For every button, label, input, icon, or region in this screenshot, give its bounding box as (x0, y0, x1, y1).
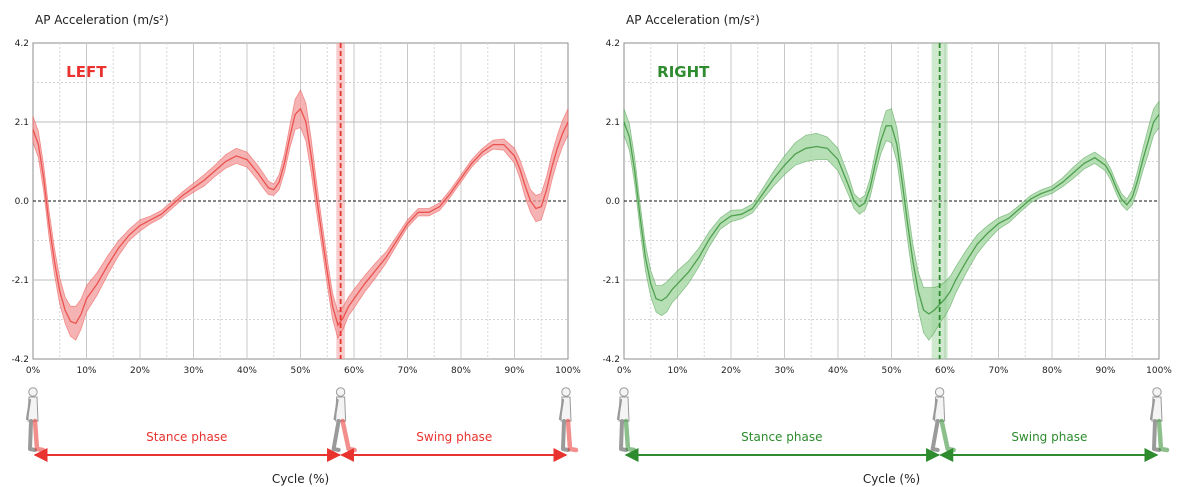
walker-icon-end-head (1152, 387, 1162, 397)
x-tick-label: 90% (504, 366, 524, 376)
walker-icon-end (1149, 387, 1170, 453)
x-tick-label: 100% (1146, 366, 1172, 376)
x-tick-label: 40% (237, 366, 257, 376)
walker-icon-start-back-leg (28, 419, 37, 452)
x-tick-label: 40% (828, 366, 848, 376)
walker-icon-end-arm (1149, 398, 1156, 421)
walker-icon-start-front-leg (623, 418, 637, 453)
walker-icon-toe-off-arm (932, 398, 938, 421)
x-tick-label: 20% (721, 366, 741, 376)
walker-icon-toe-off-front-leg (340, 418, 357, 453)
y-tick-label: -2.1 (11, 276, 29, 286)
y-tick-label: -2.1 (602, 276, 620, 286)
x-tick-label: 0% (26, 366, 41, 376)
walker-icon-start-arm (25, 398, 32, 421)
sd-band (32, 89, 569, 341)
x-tick-label: 20% (130, 366, 150, 376)
stance-phase-label: Stance phase (741, 430, 822, 444)
y-tick-label: 0.0 (606, 197, 621, 207)
x-tick-label: 80% (451, 366, 471, 376)
walker-icon-end-front-leg (565, 418, 579, 453)
x-tick-label: 60% (935, 366, 955, 376)
mean-line (32, 107, 569, 327)
y-tick-label: 0.0 (15, 197, 30, 207)
walker-icon-end (558, 387, 579, 453)
y-axis-title: AP Acceleration (m/s²) (35, 13, 169, 27)
x-tick-label: 50% (290, 366, 310, 376)
walker-icon-start-arm (616, 398, 623, 421)
x-tick-label: 70% (988, 366, 1008, 376)
side-label: LEFT (66, 63, 107, 81)
walker-icon-toe-off (930, 387, 956, 453)
x-tick-label: 50% (881, 366, 901, 376)
walker-icon-toe-off (331, 387, 357, 453)
mean-line (623, 114, 1160, 315)
x-tick-label: 0% (617, 366, 632, 376)
y-axis-title: AP Acceleration (m/s²) (626, 13, 760, 27)
right-panel: AP Acceleration (m/s²) RIGHT 4.2 2.1 0.0 -2.1… (602, 13, 1172, 486)
x-axis-title: Cycle (%) (863, 472, 920, 486)
x-tick-label: 60% (344, 366, 364, 376)
x-tick-label: 80% (1042, 366, 1062, 376)
walker-icon-start-front-leg (32, 418, 46, 453)
y-tick-label: 2.1 (606, 118, 620, 128)
sd-band (623, 100, 1160, 341)
y-tick-label: -4.2 (602, 355, 620, 365)
walker-icon-end-arm (558, 398, 565, 421)
swing-phase-label: Swing phase (1011, 430, 1087, 444)
x-tick-label: 100% (555, 366, 581, 376)
walker-icon-start-back-leg (619, 419, 628, 452)
walker-icon-end-head (561, 387, 571, 397)
y-tick-label: -4.2 (11, 355, 29, 365)
swing-phase-label: Swing phase (416, 430, 492, 444)
walker-icon-toe-off-head (934, 387, 945, 397)
x-tick-label: 10% (76, 366, 96, 376)
toe-off-band (336, 43, 345, 359)
x-tick-label: 10% (667, 366, 687, 376)
left-panel: AP Acceleration (m/s²) LEFT 4.2 2.1 0.0 -2.1 -… (11, 13, 581, 486)
toe-off-band (931, 43, 948, 359)
x-tick-label: 70% (397, 366, 417, 376)
y-tick-label: 2.1 (15, 118, 29, 128)
walker-icon-start-head (619, 387, 629, 397)
walker-icon-start-head (28, 387, 38, 397)
walker-icon-toe-off-head (335, 387, 346, 397)
walker-icon-end-front-leg (1156, 418, 1170, 453)
walker-icon-start (25, 387, 46, 453)
y-tick-label: 4.2 (606, 39, 620, 49)
x-axis-title: Cycle (%) (272, 472, 329, 486)
walker-icon-toe-off-front-leg (939, 418, 956, 453)
x-tick-label: 30% (183, 366, 203, 376)
x-tick-label: 30% (774, 366, 794, 376)
y-tick-label: 4.2 (15, 39, 29, 49)
side-label: RIGHT (657, 63, 710, 81)
walker-icon-toe-off-arm (333, 398, 339, 421)
stance-phase-label: Stance phase (146, 430, 227, 444)
x-tick-label: 90% (1095, 366, 1115, 376)
walker-icon-toe-off-back-leg (331, 419, 341, 452)
walker-icon-toe-off-back-leg (930, 419, 940, 452)
walker-icon-start (616, 387, 637, 453)
